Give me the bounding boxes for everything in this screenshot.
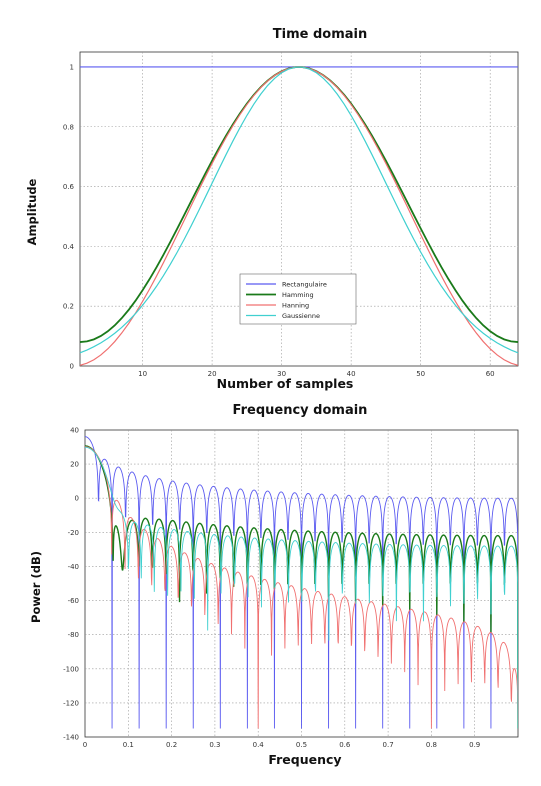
y-tick-label: 20 (70, 461, 79, 469)
x-tick-label: 10 (138, 370, 147, 378)
x-tick-label: 0 (83, 741, 87, 749)
y-tick-label: 0.6 (63, 183, 75, 191)
y-tick-label: 1 (70, 63, 74, 71)
legend-entries: Rectangulaire Hamming Hanning Gaussienne (246, 280, 327, 320)
y-tick-label: -80 (68, 631, 79, 639)
y-tick-label: -140 (63, 734, 79, 742)
time-domain-ticks: 10 20 30 40 50 60 0 0.2 0.4 0.6 0.8 1 (63, 63, 495, 378)
spectrum-line-gaussienne (85, 446, 518, 729)
time-domain-chart: Time domain 10 20 30 40 50 60 0 0.2 0.4 0.6 0.8 1 N… (25, 27, 519, 391)
x-tick-label: 0.5 (296, 741, 307, 749)
y-tick-label: 40 (70, 427, 79, 435)
x-tick-label: 0.6 (339, 741, 351, 749)
legend-label: Hanning (282, 301, 309, 309)
series-line-gaussienne (79, 66, 519, 354)
legend-label: Gaussienne (282, 312, 320, 320)
y-tick-label: -40 (68, 563, 79, 571)
x-tick-label: 0.7 (383, 741, 394, 749)
x-tick-label: 0.3 (209, 741, 220, 749)
x-tick-label: 20 (208, 370, 217, 378)
x-tick-label: 40 (347, 370, 356, 378)
x-tick-label: 0.1 (123, 741, 134, 749)
x-tick-label: 0.9 (469, 741, 480, 749)
y-tick-label: 0.2 (63, 303, 74, 311)
legend-label: Hamming (282, 291, 314, 299)
y-tick-label: 0 (75, 495, 79, 503)
time-domain-ylabel: Amplitude (25, 178, 39, 245)
frequency-domain-title: Frequency domain (233, 403, 368, 418)
frequency-domain-chart: Frequency domain 0 0.1 0.2 0.3 0.4 0.5 0.6 0.7 0… (29, 403, 519, 767)
y-tick-label: 0.8 (63, 123, 74, 131)
frequency-domain-ticks: 0 0.1 0.2 0.3 0.4 0.5 0.6 0.7 0.8 0.9 -140 -120 -100… (63, 427, 480, 750)
spectrum-line-rectangulaire (85, 436, 518, 729)
frequency-domain-xlabel: Frequency (268, 752, 341, 767)
y-tick-label: -20 (68, 529, 79, 537)
y-tick-label: -120 (63, 699, 79, 707)
legend-label: Rectangulaire (282, 280, 327, 288)
y-tick-label: -60 (68, 597, 79, 605)
y-tick-label: 0 (70, 363, 74, 371)
frequency-domain-series (85, 436, 518, 729)
y-tick-label: 0.4 (63, 243, 75, 251)
frequency-domain-ylabel: Power (dB) (29, 551, 43, 623)
y-tick-label: -100 (63, 665, 79, 673)
x-tick-label: 50 (416, 370, 425, 378)
x-tick-label: 0.4 (253, 741, 265, 749)
time-domain-xlabel: Number of samples (217, 376, 354, 391)
time-domain-title: Time domain (273, 27, 367, 42)
x-tick-label: 30 (277, 370, 286, 378)
x-tick-label: 60 (486, 370, 495, 378)
time-domain-series (79, 66, 519, 366)
x-tick-label: 0.8 (426, 741, 437, 749)
x-tick-label: 0.2 (166, 741, 177, 749)
time-domain-legend: Rectangulaire Hamming Hanning Gaussienne (239, 273, 357, 325)
